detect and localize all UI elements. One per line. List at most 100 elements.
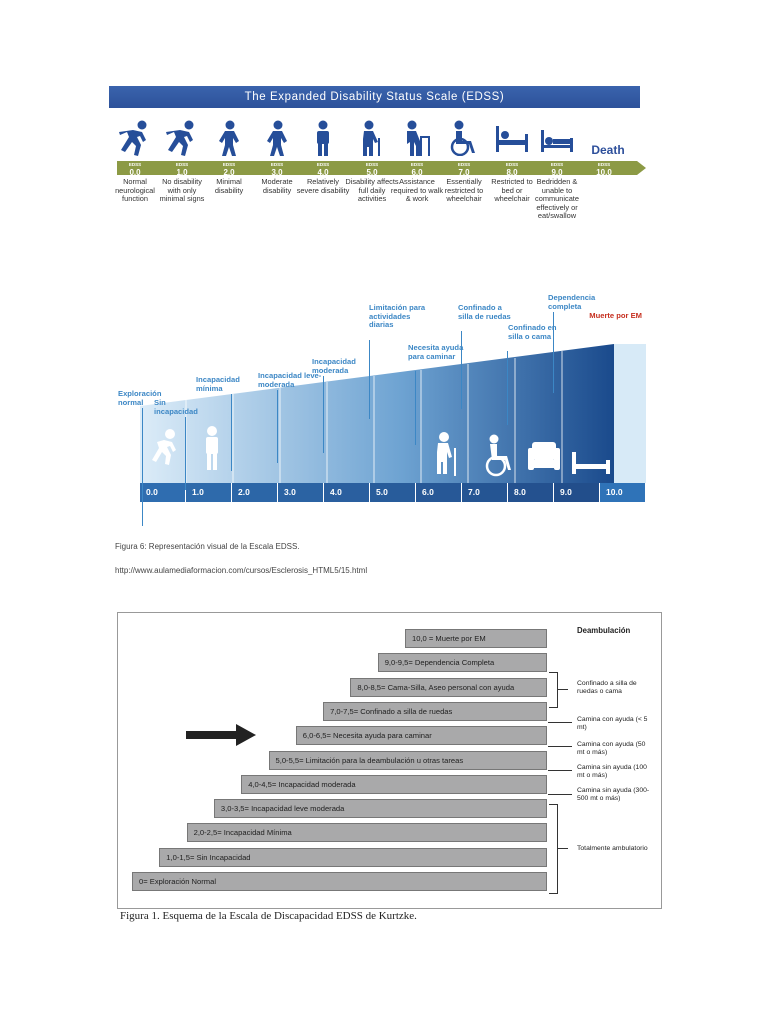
edss-step-description: No disability with only minimal signs: [159, 177, 205, 203]
kurtzke-step: 3,0-3,5= Incapacidad leve moderada: [213, 799, 547, 819]
edss-step-0: EDSS 0.0: [110, 161, 160, 177]
spanish-edss-chart: 0.0 1.0 2.0 3.0 4.0 5.0 6.0 7.0 8.0 9.0 10.0 Explo…: [118, 290, 646, 526]
edss-step-7: EDSS 7.0: [439, 161, 489, 177]
stage-label: Incapacidad moderada: [312, 357, 356, 375]
edss-step-description: Disability affects full daily activities: [345, 177, 399, 203]
edss-step-description: Essentially restricted to wheelchair: [444, 177, 484, 203]
stage-label: Dependencia completa: [548, 293, 596, 311]
edss-step-3: EDSS 3.0: [252, 161, 302, 177]
note-tick: [548, 794, 572, 795]
standing-person-icon: [206, 426, 218, 470]
stage-label: Exploración normal: [118, 389, 162, 407]
ambulation-note: Camina con ayuda (< 5 mt): [577, 716, 648, 731]
stage-pin: [323, 376, 324, 453]
edss-step-tag: EDSS: [316, 162, 330, 167]
ambulation-note: Confinado a silla de ruedas o cama: [577, 680, 637, 695]
edss-step-description: Assistance required to walk & work: [390, 177, 444, 203]
stage-pin: [142, 408, 143, 526]
score-cell: 8.0: [508, 483, 554, 502]
figure6-caption: Figura 6: Representación visual de la Es…: [115, 542, 300, 551]
ambulation-note: Camina sin ayuda (300-500 mt o más): [577, 787, 650, 802]
stage-label: Limitación para actividades diarias: [369, 303, 426, 329]
score-cell: 9.0: [554, 483, 600, 502]
stage-label: Confinado a silla de ruedas: [458, 303, 511, 321]
edss-step-tag: EDSS: [597, 162, 611, 167]
note-tick: [548, 770, 572, 771]
edss-step-tag: EDSS: [505, 162, 519, 167]
wheelchair-icon: [444, 120, 484, 158]
stage-pin: [507, 351, 508, 425]
kurtzke-step: 10,0 = Muerte por EM: [405, 629, 547, 648]
note-tick: [548, 722, 572, 723]
edss-step-band: [117, 161, 637, 175]
edss-step-value: 10.0: [596, 168, 612, 177]
edss-step-value: 7.0: [458, 168, 470, 177]
score-cell: 5.0: [370, 483, 416, 502]
stage-pin: [369, 340, 370, 419]
edss-step-value: 4.0: [317, 168, 329, 177]
stage-pin: [553, 312, 554, 393]
score-cell: 6.0: [416, 483, 462, 502]
stage-label: Confinado en silla o cama: [508, 323, 557, 341]
edss-step-value: 9.0: [551, 168, 563, 177]
score-cell: 1.0: [186, 483, 232, 502]
edss-step-value: 1.0: [176, 168, 188, 177]
runner-icon: [162, 120, 202, 158]
score-cell: 0.0: [140, 483, 186, 502]
edss-step-6: EDSS 6.0: [392, 161, 442, 177]
edss-step-value: 6.0: [411, 168, 423, 177]
edss-step-tag: EDSS: [128, 162, 142, 167]
edss-banner-title: The Expanded Disability Status Scale (ED…: [109, 86, 640, 108]
kurtzke-step: 6,0-6,5= Necesita ayuda para caminar: [295, 726, 547, 746]
note-tick: [548, 746, 572, 747]
ambulation-note: Camina sin ayuda (100 mt o más): [577, 764, 647, 779]
ambulation-title: Deambulación: [577, 626, 631, 635]
ramp-dividers: [185, 351, 563, 483]
bed-icon: [492, 120, 532, 158]
score-cell: 3.0: [278, 483, 324, 502]
cane-user-icon: [437, 432, 456, 476]
walker-icon: [209, 120, 249, 158]
edss-step-value: 3.0: [271, 168, 283, 177]
cane-icon: [352, 120, 392, 158]
kurtzke-step: 9,0-9,5= Dependencia Completa: [377, 653, 547, 673]
death-stage-label: Muerte por EM: [589, 311, 642, 320]
kurtzke-step: 8,0-8,5= Cama-Silla, Aseo personal con a…: [350, 677, 547, 697]
note-brace: [549, 672, 558, 708]
score-cell: 2.0: [232, 483, 278, 502]
edss-step-4: EDSS 4.0: [298, 161, 348, 177]
edss-step-value: 0.0: [129, 168, 141, 177]
edss-step-tag: EDSS: [175, 162, 189, 167]
kurtzke-step: 5,0-5,5= Limitación para la deambulación…: [268, 750, 547, 770]
stage-pin: [415, 371, 416, 445]
brace-tick: [558, 848, 568, 849]
figure6-url[interactable]: http://www.aulamediaformacion.com/cursos…: [115, 566, 368, 575]
edss-step-description: Moderate disability: [261, 177, 293, 195]
stage-pin: [461, 331, 462, 409]
edss-step-tag: EDSS: [222, 162, 236, 167]
stage-label: Incapacidad leve-moderada: [258, 371, 322, 389]
edss-step-tag: EDSS: [410, 162, 424, 167]
kurtzke-step: 0= Exploración Normal: [132, 872, 547, 891]
stage-pin: [185, 417, 186, 490]
runner-icon: [152, 429, 176, 465]
kurtzke-caption: Figura 1. Esquema de la Escala de Discap…: [120, 910, 417, 922]
edss-step-tag: EDSS: [365, 162, 379, 167]
ambulation-note: Totalmente ambulatorio: [577, 845, 648, 852]
edss-step-tag: EDSS: [270, 162, 284, 167]
edss-step-value: 5.0: [366, 168, 378, 177]
stage-label: Sin incapacidad: [154, 398, 198, 416]
disability-ramp: [140, 344, 646, 483]
stage-label: Incapacidad mínima: [196, 375, 240, 393]
edss-step-description: Normal neurological function: [115, 177, 155, 203]
death-label: Death: [591, 143, 625, 157]
kurtzke-step: 7,0-7,5= Confinado a silla de ruedas: [323, 701, 547, 721]
ambulation-note: Camina con ayuda (50 mt o más): [577, 741, 646, 756]
edss-step-10: EDSS 10.0: [579, 161, 629, 177]
brace-tick: [558, 689, 568, 690]
score-cell: 4.0: [324, 483, 370, 502]
edss-step-description: Minimal disability: [214, 177, 244, 195]
edss-step-8: EDSS 8.0: [487, 161, 537, 177]
kurtzke-step: 2,0-2,5= Incapacidad Mínima: [186, 823, 547, 843]
runner-icon: [115, 120, 155, 158]
